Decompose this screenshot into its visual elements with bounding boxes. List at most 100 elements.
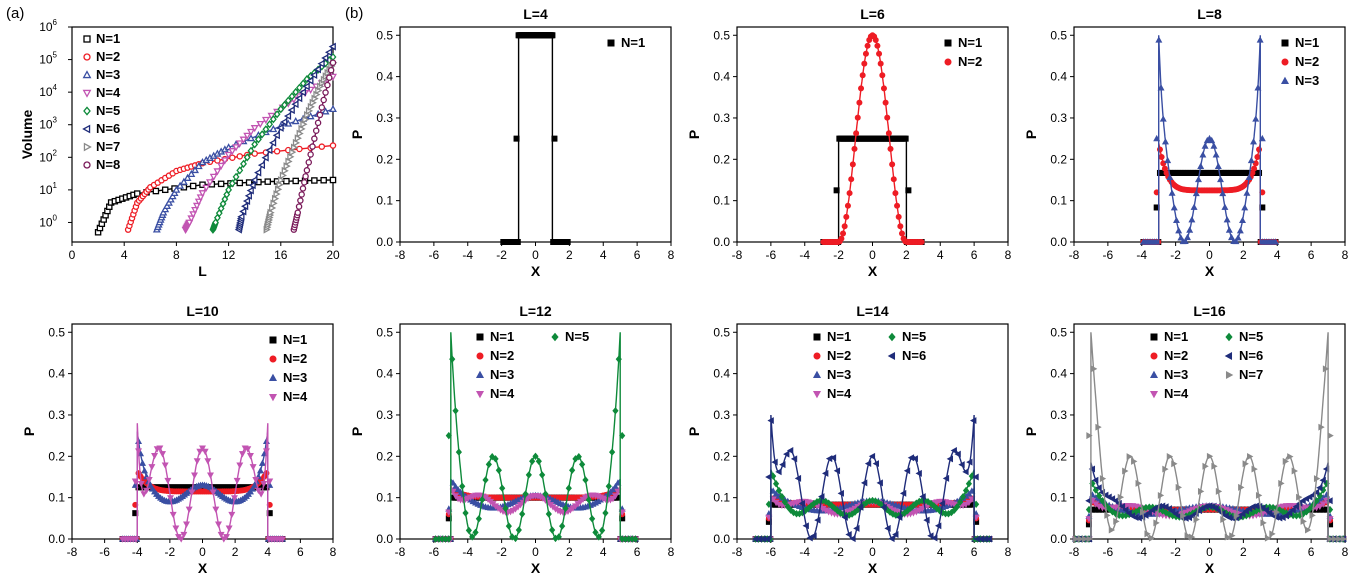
data-point [848,176,855,183]
data-point [1113,517,1120,525]
data-point [1180,512,1187,520]
x-axis-label: X [1205,263,1215,279]
plot-title: L=10 [186,303,219,319]
data-point [1336,535,1343,543]
data-point [902,135,909,142]
data-point [1322,365,1330,373]
data-point [168,192,177,200]
data-point [204,458,212,465]
data-point [183,173,192,181]
data-point [159,208,168,216]
data-point [232,172,240,182]
data-point [1125,509,1132,517]
y-tick-label: 0.3 [376,408,393,422]
data-point [499,484,506,492]
data-point [167,495,175,502]
legend-label: N=6 [1239,348,1263,363]
data-point [260,481,268,488]
data-point [1088,465,1096,473]
data-point [242,197,251,205]
data-point [159,451,167,458]
data-point [794,474,802,482]
legend-marker [944,39,952,47]
data-point [950,447,957,454]
data-point [874,42,881,49]
legend-label: N=2 [1295,54,1319,69]
x-tick-label: -4 [799,248,810,262]
plot-title: L=16 [1193,303,1226,319]
data-point [449,488,457,496]
data-point [266,510,273,517]
data-point [1108,526,1116,534]
data-point [273,110,281,119]
data-point [951,506,958,514]
y-tick-label: 0.2 [1050,449,1067,463]
data-point [970,417,977,425]
x-tick-label: 20 [326,248,340,262]
legend-marker [83,53,91,61]
data-point [482,476,489,484]
data-point [180,531,188,539]
data-point [312,127,320,134]
data-point [1215,487,1223,495]
y-tick-label: 0.0 [48,532,65,546]
y-tick-label: 0.1 [48,491,65,505]
x-tick-label: -6 [1103,248,1114,262]
data-point [849,535,856,543]
data-point [1252,115,1260,122]
data-point [243,153,251,162]
y-tick-label: 102 [39,148,57,164]
data-point [1077,535,1084,543]
data-point [1254,84,1262,91]
y-axis-label: P [686,427,702,436]
data-point [302,82,310,91]
data-point [1265,509,1273,517]
y-tick-label: 0.4 [713,70,730,84]
data-point [133,190,141,197]
data-point [283,112,292,120]
data-point [502,504,509,513]
data-point [1153,238,1161,245]
data-point [209,489,217,496]
data-point [1126,453,1133,461]
y-axis-label: Volume [19,110,35,160]
data-point [217,180,225,188]
data-point [505,522,512,530]
data-point [244,446,252,453]
y-axis-label: P [1023,427,1039,436]
y-tick-label: 0.5 [1050,28,1067,42]
legend-marker [1281,58,1289,66]
data-point [196,448,204,456]
y-tick-label: 0.0 [713,235,730,249]
data-point [1251,465,1258,473]
legend-label: N=3 [827,367,851,382]
data-point [1184,532,1191,540]
data-point [276,123,284,132]
series-N=2 [820,32,925,246]
data-point [191,472,198,479]
y-tick-exponent: 2 [53,148,58,157]
data-point [897,223,904,230]
series-line [503,34,568,243]
data-point [152,187,160,195]
data-point [1210,142,1218,149]
data-point [1331,535,1339,543]
data-point [249,464,257,471]
data-point [1122,506,1129,514]
data-point [1212,504,1219,512]
data-point [888,535,895,543]
data-point [248,181,256,190]
y-tick-label: 0.4 [713,367,730,381]
series-N=2 [124,142,337,233]
legend-marker [475,370,485,379]
data-point [295,94,303,103]
legend-label: N=1 [958,35,982,50]
data-point [307,151,314,158]
data-point [892,531,899,538]
data-point [609,448,616,456]
data-point [213,168,222,176]
data-point [765,473,772,481]
data-point [879,72,886,79]
x-tick-label: 0 [199,545,206,559]
data-point [1313,475,1321,483]
